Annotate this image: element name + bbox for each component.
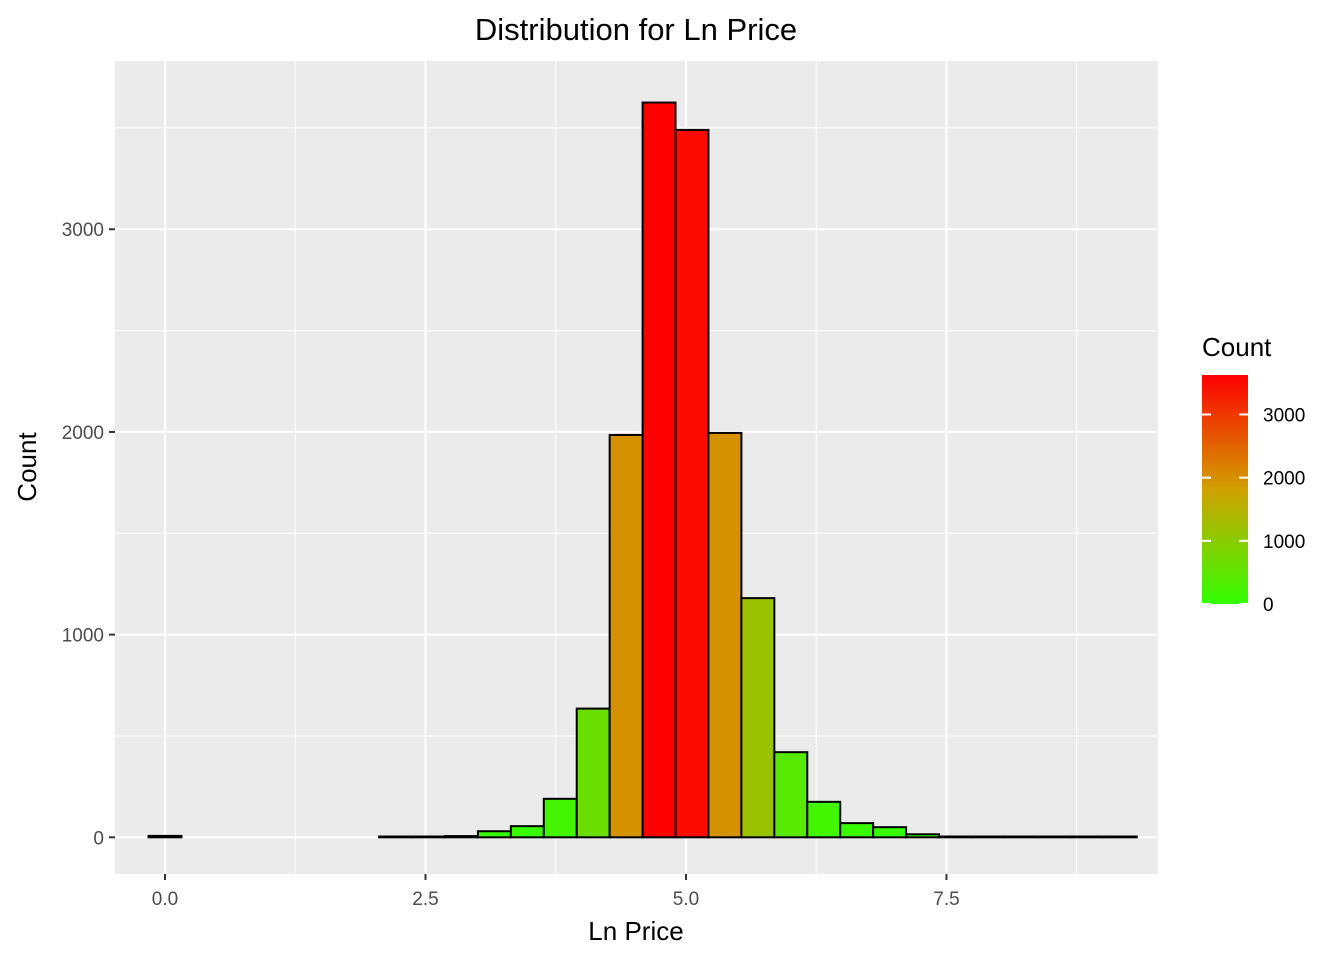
legend-tick-label: 2000 [1263,469,1305,490]
histogram-bar [970,835,1006,839]
histogram-bar [707,431,743,839]
histogram-bar [740,597,776,839]
y-axis-title: Count [12,432,42,502]
y-tick-label: 3000 [62,220,104,241]
histogram-bar [608,433,644,839]
y-tick-label: 0 [93,828,104,849]
histogram-bar [674,128,710,839]
legend-title: Count [1202,332,1272,362]
color-legend: Count 3000 2000 1000 0 [1202,332,1305,616]
legend-tick-label: 0 [1263,595,1274,616]
y-tick-label: 1000 [62,626,104,647]
histogram-bar [509,825,545,839]
x-axis: 0.0 2.5 5.0 7.5 [152,874,960,910]
histogram-bars [147,101,1138,839]
histogram-bar [641,101,677,839]
histogram-bar [147,834,183,839]
histogram-bar [872,826,908,839]
histogram-bar [1003,835,1039,839]
histogram-bar [1102,835,1138,839]
histogram-bar [839,822,875,839]
histogram-bar [476,830,512,839]
y-axis: 0 1000 2000 3000 [62,220,115,849]
legend-colorbar [1202,375,1248,604]
y-tick-label: 2000 [62,423,104,444]
histogram-bar [905,833,941,839]
histogram-bar [938,835,973,839]
legend-ticks: 3000 2000 1000 0 [1202,405,1305,616]
x-tick-label: 0.0 [152,889,178,910]
histogram-bar [806,800,842,839]
histogram-bar [773,751,809,839]
x-tick-label: 7.5 [933,889,959,910]
chart-title: Distribution for Ln Price [475,12,797,47]
x-axis-title: Ln Price [588,916,683,946]
legend-tick-label: 1000 [1263,532,1305,553]
histogram-bar [1069,835,1105,839]
histogram-bar [378,835,414,839]
histogram-bar [1036,835,1072,839]
x-tick-label: 5.0 [673,889,699,910]
legend-tick-label: 3000 [1263,405,1305,426]
histogram-bar [443,835,479,839]
histogram-bar [411,835,446,839]
x-tick-label: 2.5 [412,889,438,910]
histogram-bar [575,707,611,839]
histogram-bar [542,797,578,839]
